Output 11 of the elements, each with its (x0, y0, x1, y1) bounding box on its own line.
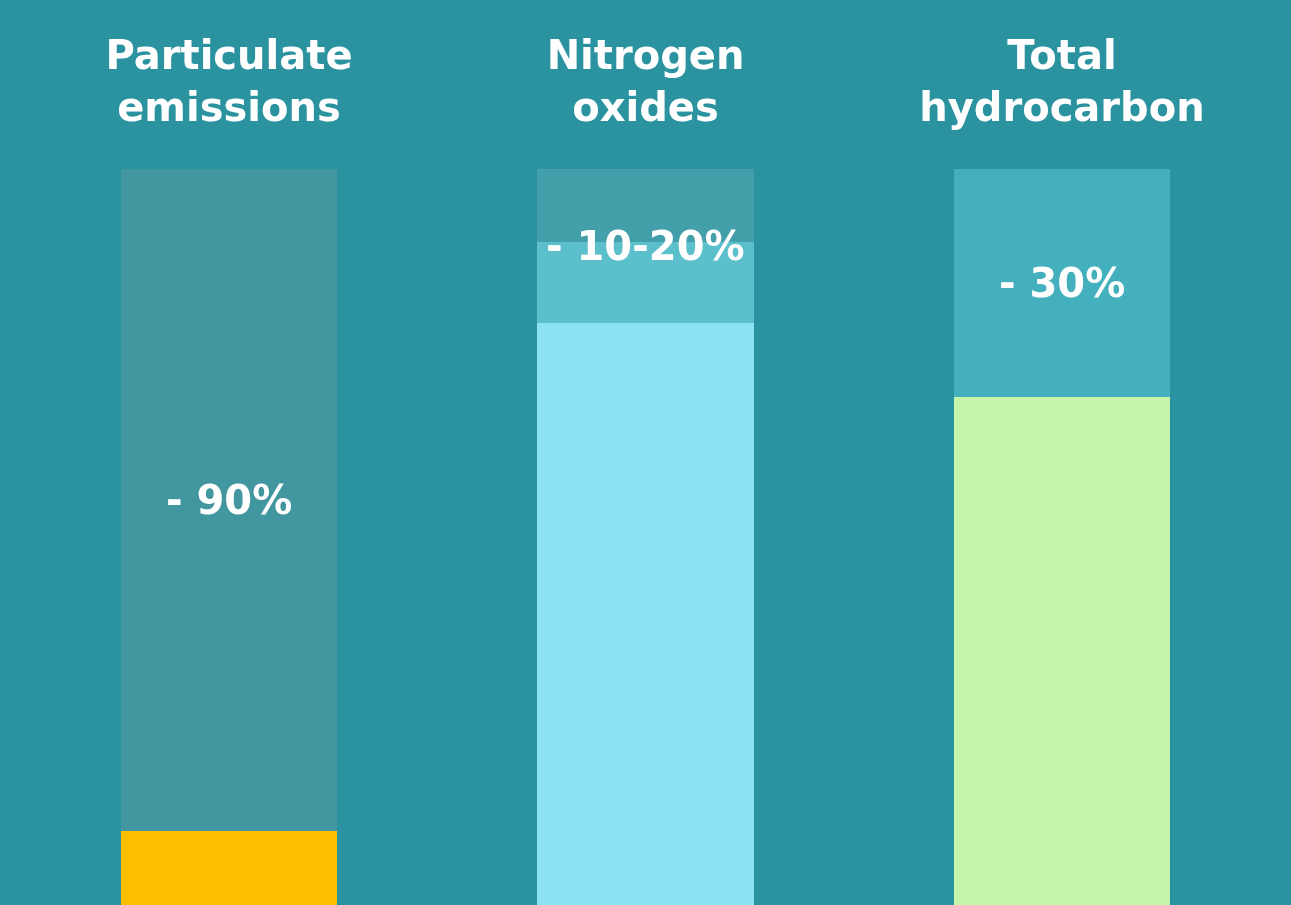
x-tick-label: Nitrogen oxides (546, 32, 745, 130)
x-tick-label: Particulate emissions (105, 32, 353, 130)
bar (953, 396, 1171, 905)
annotation: - 10-20% (546, 223, 745, 269)
bar (953, 168, 1171, 397)
annotation: - 90% (166, 477, 293, 523)
annotation: - 30% (999, 260, 1126, 306)
bar (537, 323, 754, 905)
bar (120, 831, 338, 905)
bar (120, 168, 338, 832)
x-tick-label: Total hydrocarbon (919, 32, 1205, 130)
